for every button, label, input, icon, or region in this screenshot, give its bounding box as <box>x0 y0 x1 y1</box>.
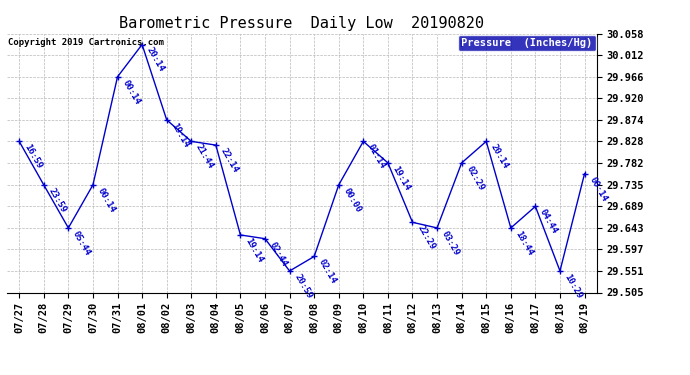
Text: 19:14: 19:14 <box>243 236 264 264</box>
Text: 00:00: 00:00 <box>342 186 363 214</box>
Text: 19:14: 19:14 <box>391 164 412 192</box>
Text: 20:14: 20:14 <box>489 143 510 171</box>
Text: 23:59: 23:59 <box>46 186 68 214</box>
Text: 22:14: 22:14 <box>219 147 240 174</box>
Text: 05:44: 05:44 <box>71 230 92 257</box>
Text: 20:59: 20:59 <box>293 272 313 300</box>
Legend: Pressure  (Inches/Hg): Pressure (Inches/Hg) <box>458 35 595 51</box>
Text: Copyright 2019 Cartronics.com: Copyright 2019 Cartronics.com <box>8 38 164 46</box>
Text: 16:59: 16:59 <box>22 143 43 171</box>
Text: 18:44: 18:44 <box>513 230 535 257</box>
Text: 00:14: 00:14 <box>587 175 609 203</box>
Text: 20:14: 20:14 <box>145 46 166 74</box>
Text: 00:14: 00:14 <box>120 78 141 106</box>
Text: 02:14: 02:14 <box>317 258 338 286</box>
Text: 21:44: 21:44 <box>194 143 215 171</box>
Text: 01:14: 01:14 <box>366 143 387 171</box>
Text: 22:29: 22:29 <box>415 224 437 252</box>
Text: 00:14: 00:14 <box>96 186 117 214</box>
Text: 19:14: 19:14 <box>170 121 190 149</box>
Text: 02:44: 02:44 <box>268 240 289 268</box>
Text: 10:29: 10:29 <box>563 272 584 300</box>
Text: 03:29: 03:29 <box>440 230 461 257</box>
Text: 04:44: 04:44 <box>538 208 560 236</box>
Text: 02:29: 02:29 <box>464 164 486 192</box>
Title: Barometric Pressure  Daily Low  20190820: Barometric Pressure Daily Low 20190820 <box>119 16 484 31</box>
